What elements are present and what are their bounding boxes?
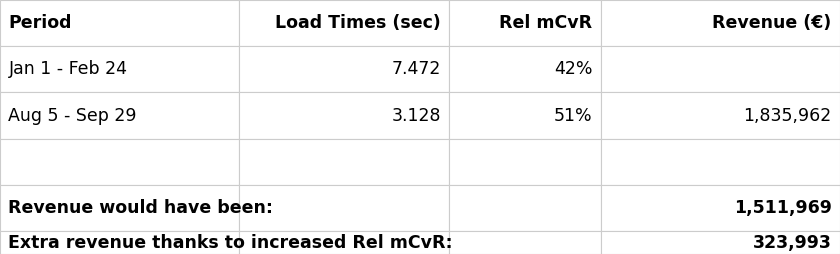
Bar: [449, 92, 601, 139]
Text: 42%: 42%: [554, 60, 592, 78]
Text: Aug 5 - Sep 29: Aug 5 - Sep 29: [8, 107, 137, 124]
Bar: [0, 46, 239, 92]
Text: Rel mCvR: Rel mCvR: [499, 14, 592, 32]
Bar: [239, 46, 449, 92]
Bar: [0, 185, 239, 231]
Text: 1,835,962: 1,835,962: [743, 107, 832, 124]
Text: Load Times (sec): Load Times (sec): [276, 14, 441, 32]
Bar: [0, 0, 239, 46]
Bar: [601, 92, 840, 139]
Bar: [239, 231, 449, 254]
Bar: [239, 185, 449, 231]
Bar: [449, 46, 601, 92]
Text: 1,511,969: 1,511,969: [733, 199, 832, 217]
Bar: [601, 46, 840, 92]
Text: Extra revenue thanks to increased Rel mCvR:: Extra revenue thanks to increased Rel mC…: [8, 234, 453, 251]
Bar: [239, 0, 449, 46]
Bar: [601, 139, 840, 185]
Text: Revenue (€): Revenue (€): [712, 14, 832, 32]
Bar: [601, 185, 840, 231]
Bar: [601, 0, 840, 46]
Bar: [601, 231, 840, 254]
Text: 323,993: 323,993: [753, 234, 832, 251]
Text: Revenue would have been:: Revenue would have been:: [8, 199, 273, 217]
Bar: [449, 139, 601, 185]
Text: Jan 1 - Feb 24: Jan 1 - Feb 24: [8, 60, 128, 78]
Text: 3.128: 3.128: [391, 107, 441, 124]
Text: Period: Period: [8, 14, 72, 32]
Bar: [449, 185, 601, 231]
Bar: [449, 0, 601, 46]
Text: 51%: 51%: [554, 107, 592, 124]
Bar: [239, 139, 449, 185]
Bar: [0, 139, 239, 185]
Bar: [449, 231, 601, 254]
Text: 7.472: 7.472: [391, 60, 441, 78]
Bar: [0, 231, 239, 254]
Bar: [239, 92, 449, 139]
Bar: [0, 92, 239, 139]
